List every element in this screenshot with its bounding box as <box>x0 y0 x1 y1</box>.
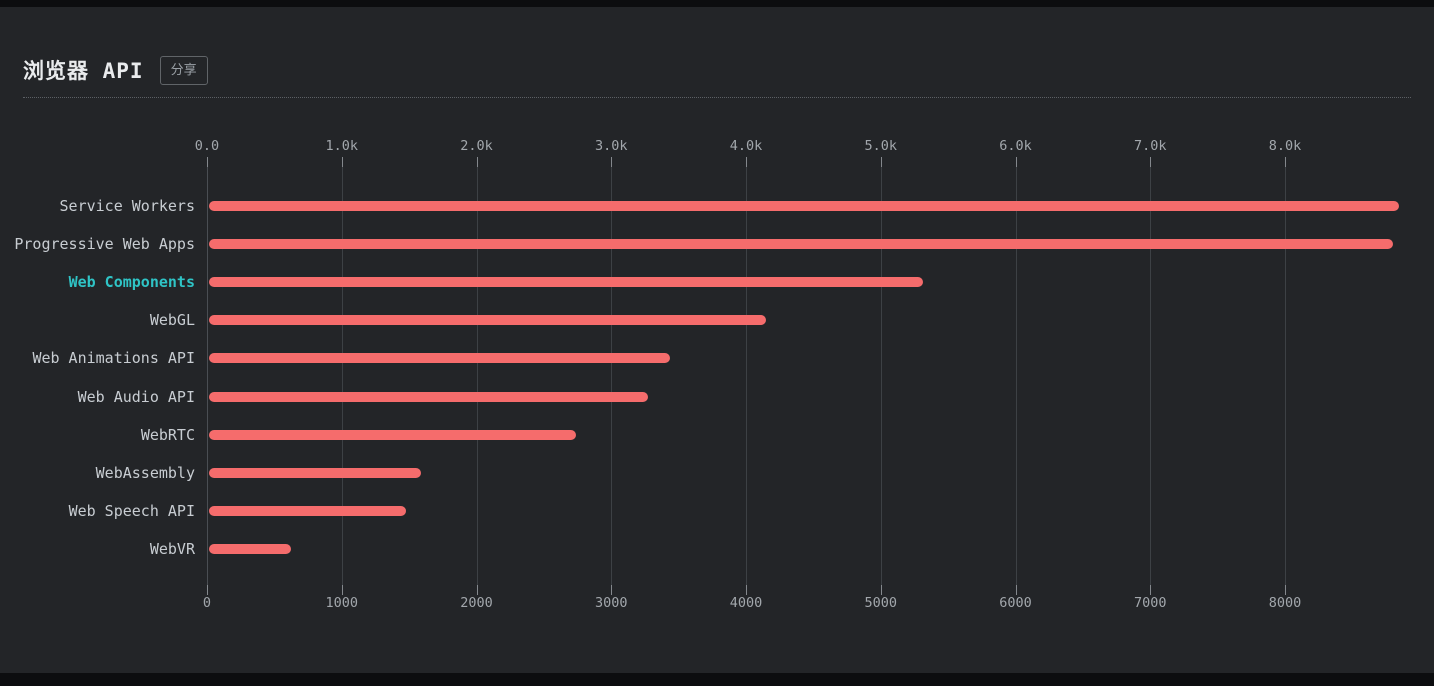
bar-webrtc[interactable] <box>209 429 576 440</box>
category-label-webrtc[interactable]: WebRTC <box>140 425 195 444</box>
bar-web-animations-api[interactable] <box>209 353 670 364</box>
axis-tick-top <box>880 157 882 167</box>
bottom-axis-tick-label: 1000 <box>325 595 359 611</box>
axis-tick-top <box>1015 157 1017 167</box>
dotted-separator <box>23 97 1411 98</box>
axis-tick-bottom <box>207 585 208 595</box>
gridline <box>341 167 343 585</box>
category-label-webvr[interactable]: WebVR <box>149 539 195 558</box>
axis-tick-bottom <box>1150 585 1152 595</box>
app-background: 浏览器 API 分享 0.0 0 1.0k 1000 2.0k 2000 3.0k 3000 4… <box>0 7 1434 673</box>
category-label-web-audio-api[interactable]: Web Audio API <box>77 387 195 406</box>
share-button[interactable]: 分享 <box>159 55 208 85</box>
axis-tick-bottom <box>880 585 882 595</box>
category-label-webassembly[interactable]: WebAssembly <box>95 463 195 482</box>
axis-tick-top <box>341 157 343 167</box>
top-axis-tick-label: 6.0k <box>999 138 1032 154</box>
axis-tick-bottom <box>476 585 478 595</box>
gridline <box>1150 167 1152 585</box>
bottom-axis-tick-label: 4000 <box>729 595 763 611</box>
axis-tick-top <box>746 157 747 167</box>
axis-tick-bottom <box>1285 585 1286 595</box>
category-label-web-speech-api[interactable]: Web Speech API <box>68 501 195 520</box>
bar-webassembly[interactable] <box>209 467 421 478</box>
category-label-service-workers[interactable]: Service Workers <box>59 197 195 215</box>
bottom-axis-tick-label: 6000 <box>999 595 1032 611</box>
top-axis-tick-label: 1.0k <box>325 138 359 154</box>
page-title: 浏览器 API <box>23 59 144 83</box>
bar-service-workers[interactable] <box>209 201 1399 211</box>
axis-tick-top <box>611 157 613 167</box>
bottom-axis-tick-label: 5000 <box>864 595 898 611</box>
bottom-axis-tick-label: 0 <box>202 595 212 611</box>
bar-chart-plot-area: 0.0 0 1.0k 1000 2.0k 2000 3.0k 3000 4.0k 4000 5.0k… <box>195 138 1411 611</box>
top-axis-tick-label: 0.0 <box>194 138 220 154</box>
gridline <box>611 167 613 585</box>
top-axis-tick-label: 4.0k <box>729 138 763 154</box>
axis-tick-bottom <box>746 585 747 595</box>
axis-tick-bottom <box>341 585 343 595</box>
gridline <box>746 167 747 585</box>
category-label-web-components[interactable]: Web Components <box>68 273 195 292</box>
gridline <box>880 167 882 585</box>
axis-tick-top <box>207 157 208 167</box>
bar-progressive-web-apps[interactable] <box>209 239 1394 250</box>
axis-tick-bottom <box>611 585 613 595</box>
bottom-axis-tick-label: 2000 <box>460 595 493 611</box>
axis-tick-top <box>1285 157 1286 167</box>
category-label-web-animations-api[interactable]: Web Animations API <box>32 349 195 368</box>
gridline <box>476 167 478 585</box>
bar-web-speech-api[interactable] <box>209 505 406 516</box>
top-axis-tick-label: 7.0k <box>1133 138 1167 154</box>
bottom-axis-tick-label: 3000 <box>594 595 628 611</box>
top-axis-tick-label: 8.0k <box>1268 138 1302 154</box>
top-axis-tick-label: 3.0k <box>594 138 628 154</box>
axis-tick-bottom <box>1015 585 1017 595</box>
bottom-axis-tick-label: 8000 <box>1268 595 1302 611</box>
gridline <box>1015 167 1017 585</box>
top-axis-tick-label: 5.0k <box>864 138 898 154</box>
axis-tick-top <box>1150 157 1152 167</box>
category-axis: Service Workers Progressive Web Apps Web C… <box>0 167 195 585</box>
gridline <box>207 167 208 585</box>
category-label-webgl[interactable]: WebGL <box>149 311 195 330</box>
bar-web-audio-api[interactable] <box>209 391 649 402</box>
bar-webvr[interactable] <box>209 543 292 554</box>
bottom-axis-tick-label: 7000 <box>1133 595 1167 611</box>
bar-webgl[interactable] <box>209 315 766 326</box>
bar-web-components[interactable] <box>209 277 924 288</box>
axis-tick-top <box>476 157 478 167</box>
top-axis-tick-label: 2.0k <box>460 138 493 154</box>
gridline <box>1285 167 1286 585</box>
category-label-progressive-web-apps[interactable]: Progressive Web Apps <box>14 235 195 254</box>
header: 浏览器 API 分享 <box>23 50 208 90</box>
